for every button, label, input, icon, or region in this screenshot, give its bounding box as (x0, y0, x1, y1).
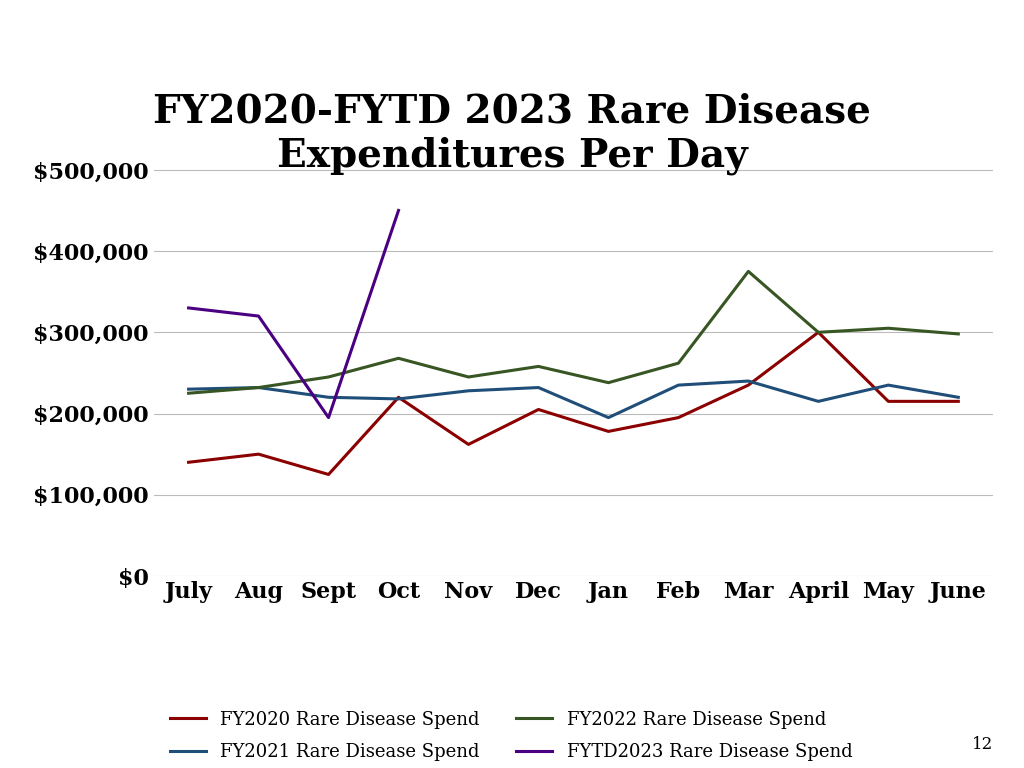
FY2022 Rare Disease Spend (323, 372, 335, 382)
FY2022 Rare Disease Spend (182, 389, 195, 398)
FY2020 Rare Disease Spend (882, 397, 895, 406)
FY2022 Rare Disease Spend (252, 383, 264, 392)
FY2021 Rare Disease Spend (672, 380, 684, 389)
FY2022 Rare Disease Spend (952, 329, 965, 339)
Text: FY2020-FYTD 2023 Rare Disease
Expenditures Per Day: FY2020-FYTD 2023 Rare Disease Expenditur… (153, 92, 871, 174)
FY2022 Rare Disease Spend (742, 266, 755, 276)
FYTD2023 Rare Disease Spend (252, 312, 264, 321)
Line: FYTD2023 Rare Disease Spend: FYTD2023 Rare Disease Spend (188, 210, 398, 418)
FY2022 Rare Disease Spend (882, 323, 895, 333)
FY2021 Rare Disease Spend (882, 380, 895, 389)
FY2020 Rare Disease Spend (252, 449, 264, 458)
Line: FY2020 Rare Disease Spend: FY2020 Rare Disease Spend (188, 333, 958, 475)
FY2021 Rare Disease Spend (952, 392, 965, 402)
FY2020 Rare Disease Spend (532, 405, 545, 414)
FY2020 Rare Disease Spend (392, 392, 404, 402)
FYTD2023 Rare Disease Spend (182, 303, 195, 313)
FYTD2023 Rare Disease Spend (392, 206, 404, 215)
FY2021 Rare Disease Spend (182, 385, 195, 394)
FY2020 Rare Disease Spend (672, 413, 684, 422)
Text: 12: 12 (972, 736, 993, 753)
Line: FY2021 Rare Disease Spend: FY2021 Rare Disease Spend (188, 381, 958, 418)
FYTD2023 Rare Disease Spend (323, 413, 335, 422)
FY2020 Rare Disease Spend (812, 328, 824, 337)
FY2022 Rare Disease Spend (672, 359, 684, 368)
FY2021 Rare Disease Spend (532, 383, 545, 392)
FY2022 Rare Disease Spend (392, 354, 404, 363)
FY2022 Rare Disease Spend (462, 372, 474, 382)
FY2021 Rare Disease Spend (392, 394, 404, 403)
FY2020 Rare Disease Spend (602, 427, 614, 436)
FY2021 Rare Disease Spend (462, 386, 474, 396)
FY2020 Rare Disease Spend (742, 380, 755, 389)
FY2022 Rare Disease Spend (812, 328, 824, 337)
FY2021 Rare Disease Spend (602, 413, 614, 422)
FY2021 Rare Disease Spend (323, 392, 335, 402)
FY2021 Rare Disease Spend (742, 376, 755, 386)
FY2021 Rare Disease Spend (812, 397, 824, 406)
Line: FY2022 Rare Disease Spend: FY2022 Rare Disease Spend (188, 271, 958, 393)
FY2020 Rare Disease Spend (323, 470, 335, 479)
FY2020 Rare Disease Spend (462, 440, 474, 449)
Legend: FY2020 Rare Disease Spend, FY2021 Rare Disease Spend, FY2022 Rare Disease Spend,: FY2020 Rare Disease Spend, FY2021 Rare D… (163, 703, 859, 768)
FY2020 Rare Disease Spend (952, 397, 965, 406)
FY2021 Rare Disease Spend (252, 383, 264, 392)
FY2022 Rare Disease Spend (532, 362, 545, 371)
FY2020 Rare Disease Spend (182, 458, 195, 467)
FY2022 Rare Disease Spend (602, 378, 614, 387)
